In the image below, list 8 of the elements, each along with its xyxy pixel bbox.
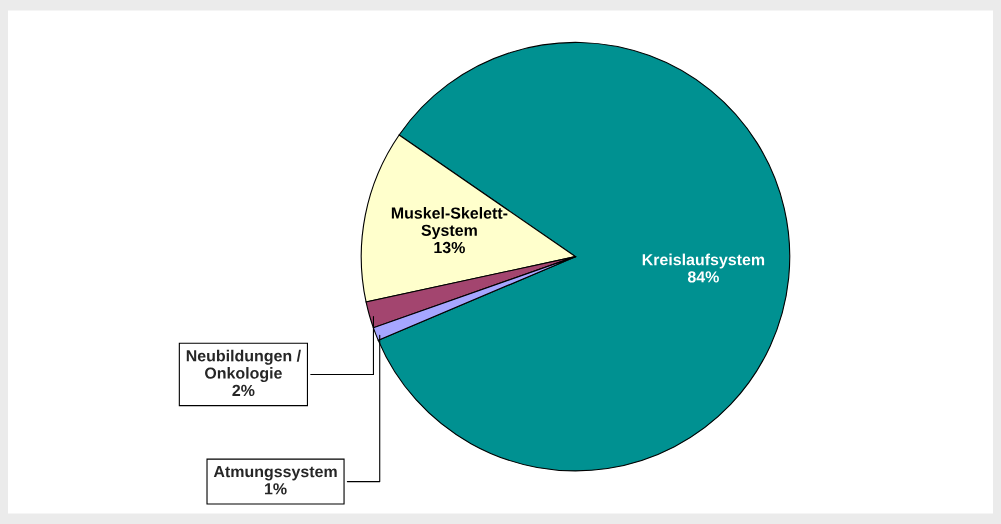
data-label: 13%: [434, 241, 465, 254]
data-label: 2%: [232, 384, 255, 397]
slice-label: Atmungssystem: [213, 466, 337, 481]
slice-label: Kreislaufsystem: [642, 253, 765, 269]
data-label: 84%: [687, 271, 719, 283]
data-label: 1%: [264, 483, 287, 495]
slice-label: Muskel-Skelett- System: [391, 207, 508, 240]
slice-label: Neubildungen / Onkologie: [186, 349, 301, 382]
